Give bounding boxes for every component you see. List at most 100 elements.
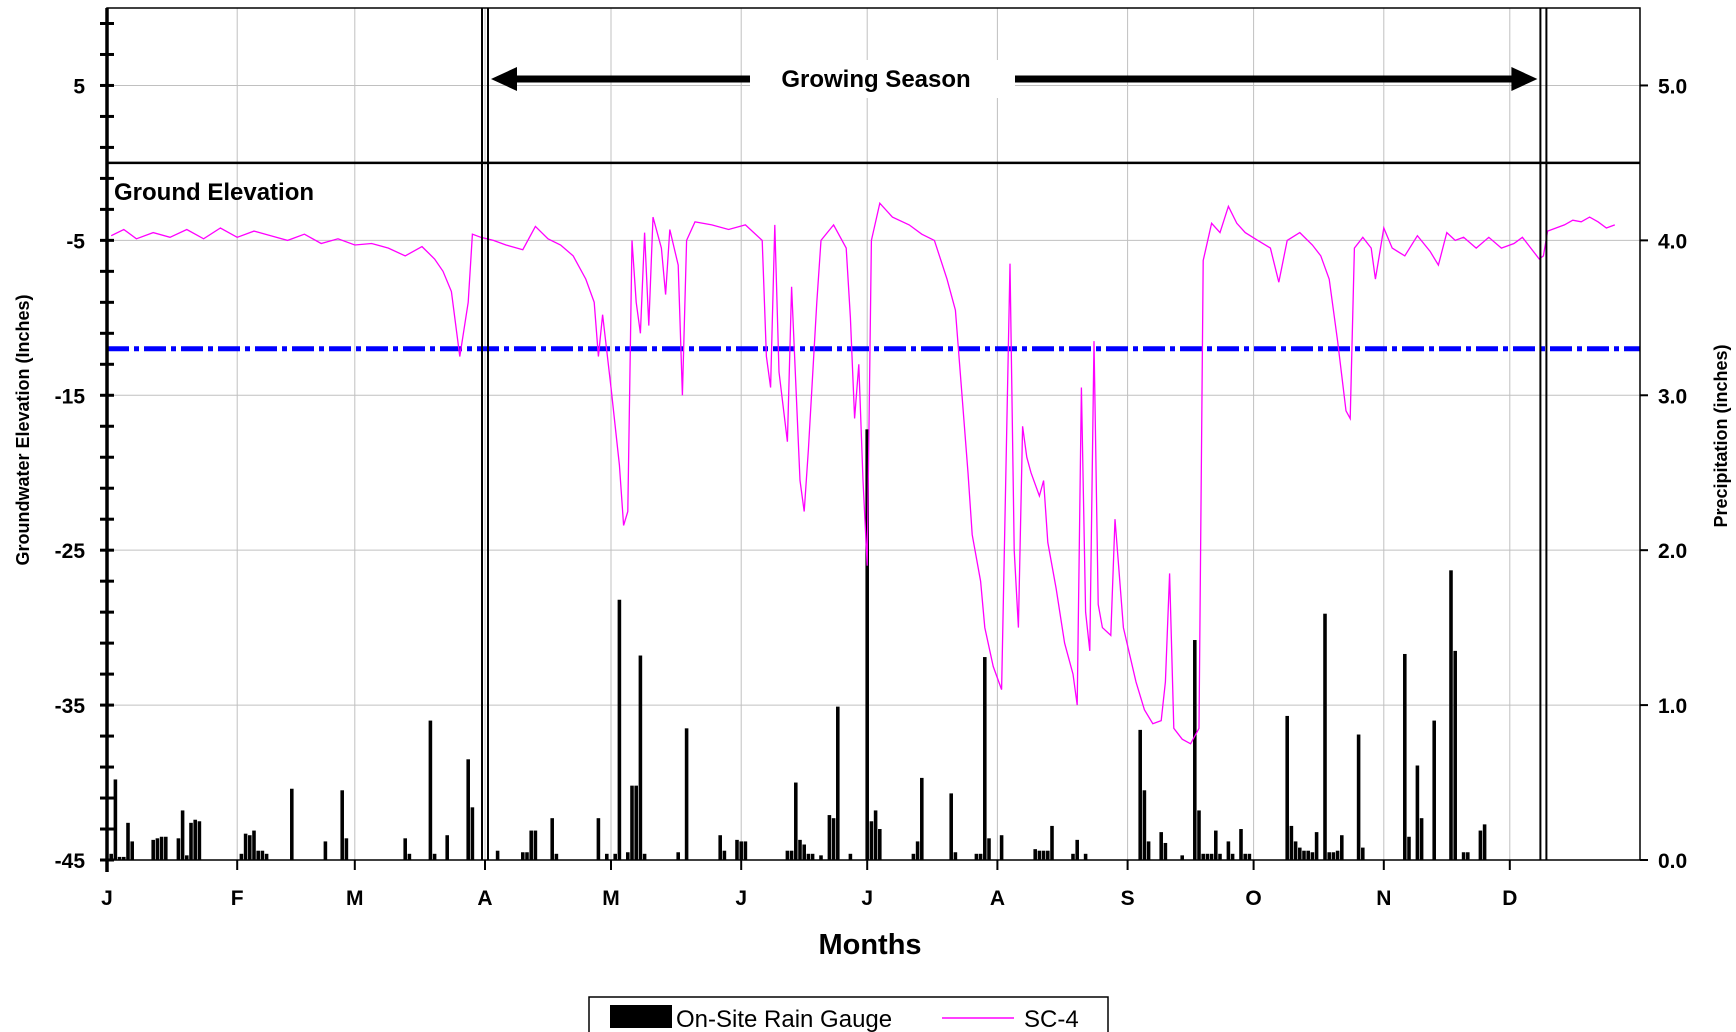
rain-bar: [869, 821, 874, 860]
grid: [107, 8, 1640, 860]
rain-bar: [1201, 853, 1205, 860]
ground-elevation-label: Ground Elevation: [114, 179, 314, 206]
rain-bar: [630, 785, 634, 860]
rain-bar: [978, 853, 983, 860]
x-tick-label: M: [346, 887, 364, 910]
rain-bar: [915, 841, 920, 860]
rain-bar: [676, 852, 680, 860]
rain-bar: [1142, 790, 1147, 860]
rain-bar: [739, 841, 743, 860]
sc-4-polyline: [110, 201, 1616, 745]
rain-bar: [638, 655, 643, 860]
rain-bar: [533, 830, 538, 860]
rain-bar: [521, 852, 525, 860]
rain-bar: [999, 835, 1004, 860]
rain-bar: [470, 807, 475, 860]
rain-bar: [1037, 850, 1042, 860]
rain-bar: [743, 841, 748, 860]
rain-bar: [1331, 852, 1336, 860]
rain-bar: [1298, 847, 1302, 860]
legend-label-rain-gauge: On-Site Rain Gauge: [676, 1006, 892, 1032]
rain-bar: [1214, 830, 1218, 860]
rain-bar: [789, 850, 794, 860]
rain-bar: [831, 818, 836, 860]
rain-bar: [1247, 853, 1252, 860]
rain-bar: [252, 830, 256, 860]
rain-bar: [626, 852, 630, 860]
rain-bar: [1478, 830, 1483, 860]
rain-bar: [1083, 853, 1088, 860]
y-left-tick-label: -45: [55, 850, 86, 873]
axes: 5 -5 -15 -25 -35 -45 0.0 1.0 2.0 3.0 4.0 5.0 J F M A M J J…: [55, 7, 1687, 910]
rain-bar: [1285, 715, 1289, 860]
rain-bar: [1193, 640, 1197, 860]
rain-bar: [1356, 734, 1361, 860]
x-tick-label: M: [602, 887, 620, 910]
x-tick-label: A: [477, 887, 492, 910]
y-left-tick-label: -15: [55, 385, 86, 408]
rain-bar: [1041, 850, 1046, 860]
growing-season-label-bg: [750, 60, 1015, 98]
y-right-tick-label: 0.0: [1658, 850, 1687, 873]
growing-season-arrowhead-right: [1511, 67, 1538, 91]
rain-bar: [949, 793, 953, 860]
rain-bar: [605, 853, 609, 860]
rain-bar: [1230, 853, 1235, 860]
rain-bar: [920, 777, 924, 860]
rain-bar: [1340, 835, 1344, 860]
rain-bar: [344, 838, 349, 860]
rain-gauge-bars: [109, 429, 1487, 860]
x-tick-label: J: [861, 887, 873, 910]
rain-bar: [126, 822, 130, 860]
rain-bar: [865, 429, 869, 860]
rain-bar: [290, 788, 294, 860]
x-axis-title: Months: [818, 929, 921, 961]
rain-bar: [1163, 842, 1168, 860]
rain-bar: [1310, 852, 1315, 860]
rain-bar: [323, 841, 328, 860]
rain-bar: [806, 853, 811, 860]
rain-bar: [974, 853, 979, 860]
rain-bar: [613, 853, 617, 860]
rain-bar: [596, 818, 601, 860]
rain-bar: [1453, 650, 1457, 860]
rain-bar: [819, 855, 823, 860]
rain-bar: [1335, 850, 1340, 860]
rain-bar: [1046, 850, 1050, 860]
rain-bar: [878, 829, 882, 860]
rain-bar: [1302, 850, 1306, 860]
rain-bar: [403, 838, 407, 860]
rain-bar: [848, 853, 853, 860]
rain-bar: [836, 706, 840, 860]
rain-bar: [176, 838, 181, 860]
rain-bar: [130, 841, 134, 860]
y-right-tick-label: 4.0: [1658, 230, 1687, 253]
rain-bar: [1050, 825, 1054, 860]
y-right-tick-label: 5.0: [1658, 75, 1687, 98]
rain-bar: [983, 657, 987, 860]
x-tick-label: N: [1376, 887, 1391, 910]
legend-box: [588, 996, 1109, 1032]
y-axis-left-title: Groundwater Elevation (Inches): [13, 294, 33, 565]
rain-bar: [525, 852, 529, 860]
rain-bar: [810, 853, 815, 860]
rain-bar: [264, 853, 269, 860]
rain-bar: [634, 785, 638, 860]
rain-bar: [1461, 852, 1466, 860]
rain-bar: [260, 850, 265, 860]
rain-bar: [466, 759, 470, 860]
rain-bar: [1205, 853, 1210, 860]
rain-bar: [1403, 653, 1407, 860]
x-tick-label: S: [1121, 887, 1135, 910]
y-right-tick-label: 1.0: [1658, 695, 1687, 718]
rain-bar: [197, 821, 202, 860]
rain-bar: [873, 810, 878, 860]
growing-season-arrowhead-left: [491, 67, 517, 91]
rain-bar: [1289, 825, 1294, 860]
rain-bar: [794, 782, 798, 860]
rain-bar: [529, 830, 533, 860]
rain-bar: [1226, 841, 1231, 860]
rain-bar: [1218, 853, 1222, 860]
legend-label-sc-4: SC-4: [1024, 1006, 1079, 1032]
